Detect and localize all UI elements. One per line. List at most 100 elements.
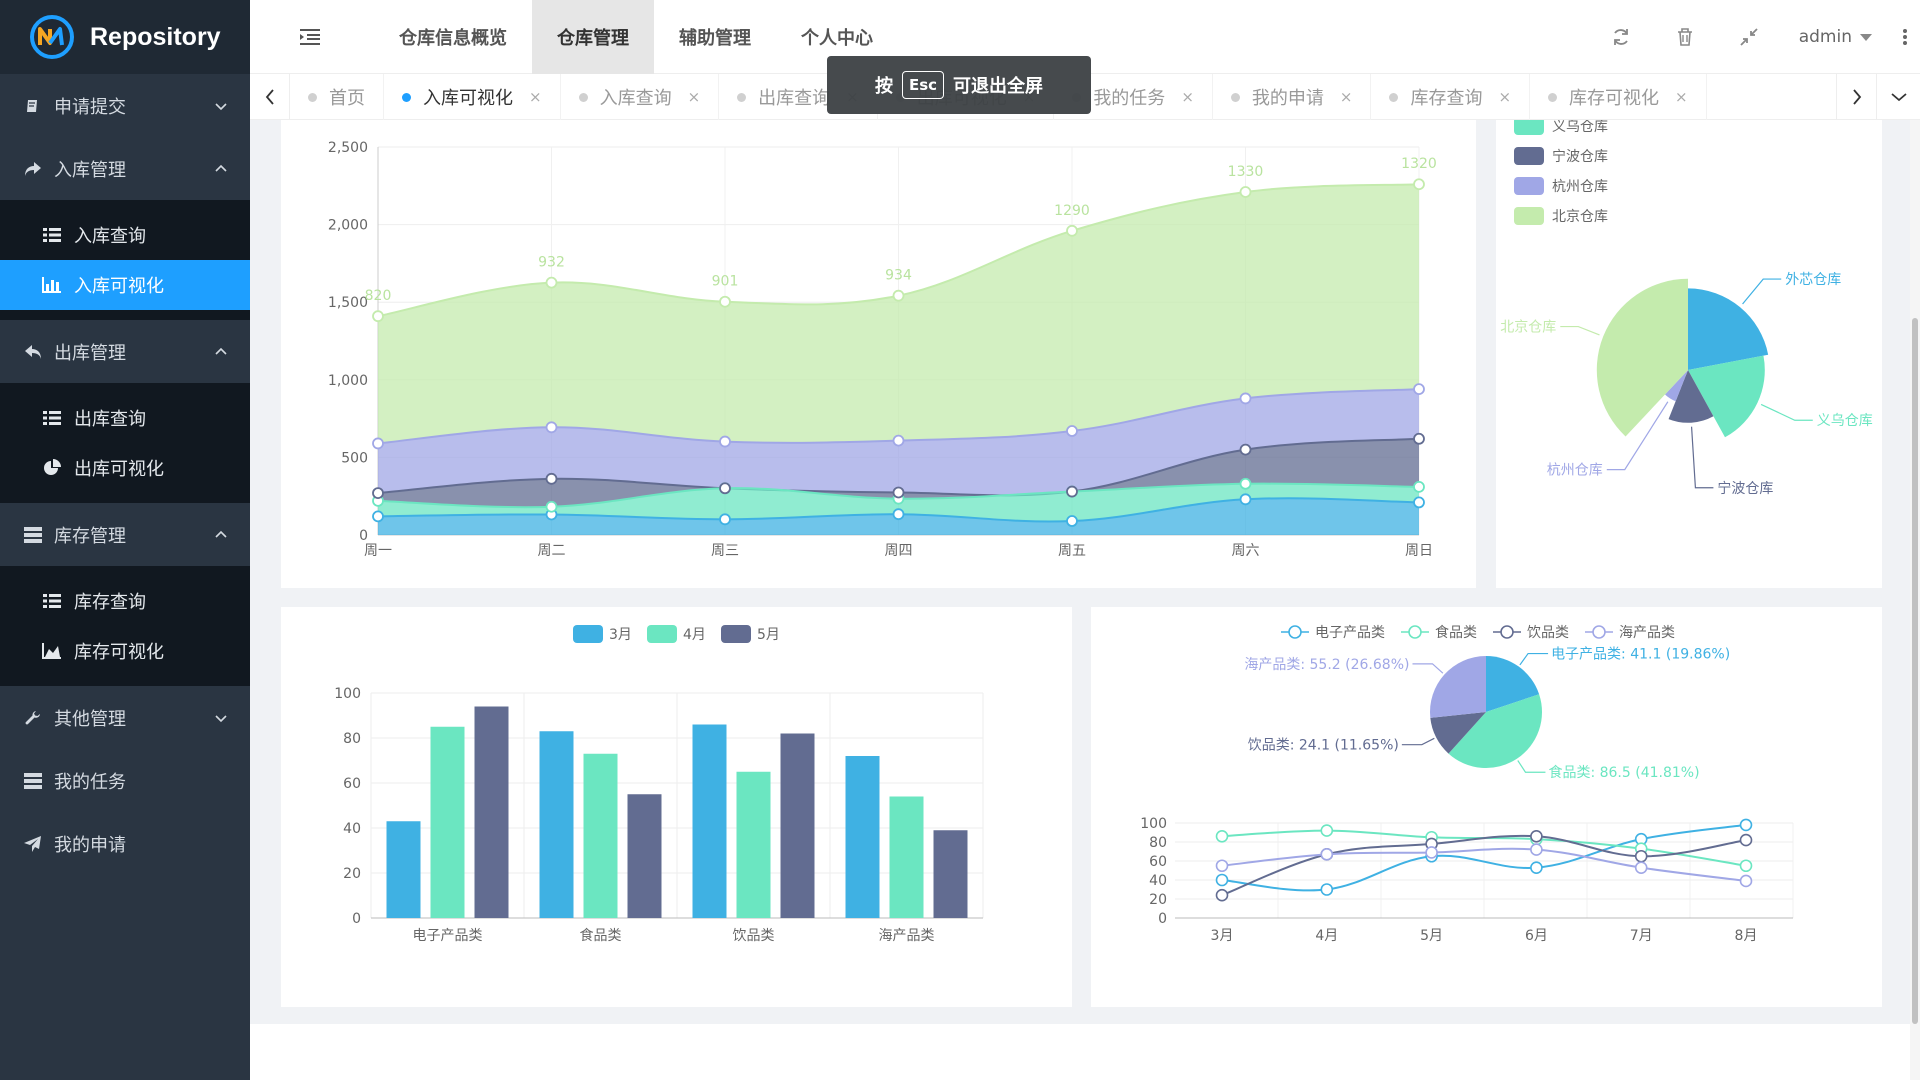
nav-personal-center[interactable]: 个人中心 [801, 28, 873, 49]
sidebar-item-label: 入库查询 [74, 226, 146, 247]
pie-label: 食品类: 86.5 (41.81%) [1548, 764, 1699, 781]
bar [889, 796, 924, 918]
y-tick-label: 500 [341, 450, 368, 466]
pie-slice [1596, 278, 1688, 437]
tab-close-icon[interactable]: × [1498, 88, 1512, 106]
menu-stock-management[interactable]: 库存管理 [0, 503, 250, 566]
legend-swatch [1514, 177, 1544, 195]
pie-label: 外芯仓库 [1785, 272, 1841, 288]
data-point [1413, 383, 1425, 396]
line-series [1221, 834, 1747, 897]
tab-dot-icon [1389, 92, 1399, 102]
nav-warehouse-overview[interactable]: 仓库信息概览 [399, 28, 507, 49]
pie-label: 饮品类: 24.1 (11.65%) [1248, 738, 1399, 754]
sidebar-item-outbound-query[interactable]: 出库查询 [0, 393, 250, 443]
data-label: 1320 [1401, 156, 1437, 172]
pie-label: 杭州仓库 [1547, 463, 1603, 479]
tab-close-icon[interactable]: × [529, 88, 542, 106]
pie-label-line [1517, 760, 1546, 773]
sidebar-item-stock-query[interactable]: 库存查询 [0, 576, 250, 626]
bar [845, 756, 880, 918]
menu-apply-submit[interactable]: 申请提交 [0, 74, 250, 137]
refresh-button[interactable] [1589, 0, 1653, 74]
y-tick-label: 60 [1149, 854, 1167, 870]
tabs-scroll-left[interactable] [250, 74, 290, 120]
submenu-stock: 库存查询 库存可视化 [0, 566, 250, 686]
clear-cache-button[interactable] [1653, 0, 1717, 74]
tab-close-icon[interactable]: × [1339, 88, 1353, 106]
data-point [372, 487, 384, 499]
exit-fullscreen-button[interactable] [1717, 0, 1781, 74]
tab-item[interactable]: 我的申请 × [1213, 74, 1372, 120]
tab-close-icon[interactable]: × [687, 88, 701, 106]
x-tick-label: 3月 [1211, 928, 1234, 944]
scrollbar-thumb[interactable] [1912, 318, 1918, 1024]
tab-item[interactable]: 入库可视化 × [384, 74, 561, 120]
sidebar-item-label: 出库可视化 [74, 459, 164, 480]
tab-item[interactable]: 入库查询 × [561, 74, 720, 120]
y-tick-label: 2,000 [328, 218, 368, 234]
compress-icon [1740, 28, 1758, 46]
nav-auxiliary-management[interactable]: 辅助管理 [679, 28, 751, 49]
x-tick-label: 7月 [1630, 928, 1653, 944]
pie-slice [1688, 355, 1765, 438]
tab-close-icon[interactable]: × [1181, 88, 1194, 106]
sidebar-item-label: 库存可视化 [74, 642, 164, 663]
menu-label: 其他管理 [54, 708, 126, 730]
menu-outbound-management[interactable]: 出库管理 [0, 320, 250, 383]
data-label: 820 [365, 288, 392, 304]
data-point [545, 472, 558, 485]
tabs-options[interactable] [1876, 74, 1920, 120]
submenu-outbound: 出库查询 出库可视化 [0, 383, 250, 503]
bar [474, 706, 509, 918]
submenu-inbound: 入库查询 入库可视化 [0, 200, 250, 320]
tab-close-icon[interactable]: × [1675, 88, 1688, 106]
tabs-scroll-right[interactable] [1836, 74, 1876, 120]
app-title: Repository [90, 22, 221, 51]
x-tick-label: 周三 [711, 543, 739, 559]
x-tick-label: 周四 [885, 543, 913, 559]
data-point [1530, 861, 1543, 874]
x-tick-label: 4月 [1315, 928, 1338, 944]
tab-item[interactable]: 首页 [290, 74, 384, 120]
tab-dot-icon [578, 92, 588, 102]
legend-label: 义乌仓库 [1552, 120, 1608, 135]
sidebar-item-outbound-visual[interactable]: 出库可视化 [0, 443, 250, 493]
more-button[interactable] [1890, 0, 1920, 74]
data-point [545, 421, 558, 434]
tab-item[interactable]: 库存查询 × [1371, 74, 1531, 120]
data-point [1215, 830, 1229, 843]
menu-fold-icon[interactable] [300, 28, 320, 46]
pie-slice [1664, 370, 1688, 402]
menu-my-applications[interactable]: 我的申请 [0, 812, 250, 875]
data-point [1215, 873, 1229, 887]
bar [539, 731, 574, 918]
x-tick-label: 周五 [1058, 543, 1086, 559]
menu-label: 库存管理 [54, 525, 126, 547]
user-menu[interactable]: admin [1781, 27, 1890, 47]
wrench-icon [24, 709, 42, 727]
sidebar-item-inbound-visual[interactable]: 入库可视化 [0, 260, 250, 310]
pie-slice [1668, 370, 1714, 423]
data-point [1215, 888, 1229, 902]
vertical-scrollbar[interactable] [1910, 120, 1920, 1080]
menu-my-tasks[interactable]: 我的任务 [0, 749, 250, 812]
pie-chart-icon [42, 458, 62, 478]
menu-inbound-management[interactable]: 入库管理 [0, 137, 250, 200]
tab-label: 入库可视化 [423, 88, 513, 109]
nav-warehouse-management[interactable]: 仓库管理 [532, 0, 654, 74]
line-series [1221, 847, 1747, 882]
brand[interactable]: Repository [0, 0, 250, 74]
storage-icon [24, 526, 42, 544]
menu-other-management[interactable]: 其他管理 [0, 686, 250, 749]
pie-label-line [1760, 403, 1813, 421]
x-tick-label: 饮品类 [733, 928, 775, 944]
sidebar-item-inbound-query[interactable]: 入库查询 [0, 210, 250, 260]
user-name: admin [1798, 27, 1852, 47]
toast-suffix: 可退出全屏 [953, 76, 1044, 97]
pie-label-line [1742, 278, 1782, 305]
area-chart-icon [42, 641, 62, 661]
x-tick-label: 8月 [1735, 928, 1758, 944]
sidebar-item-stock-visual[interactable]: 库存可视化 [0, 626, 250, 676]
tab-item[interactable]: 库存可视化 × [1530, 74, 1707, 120]
